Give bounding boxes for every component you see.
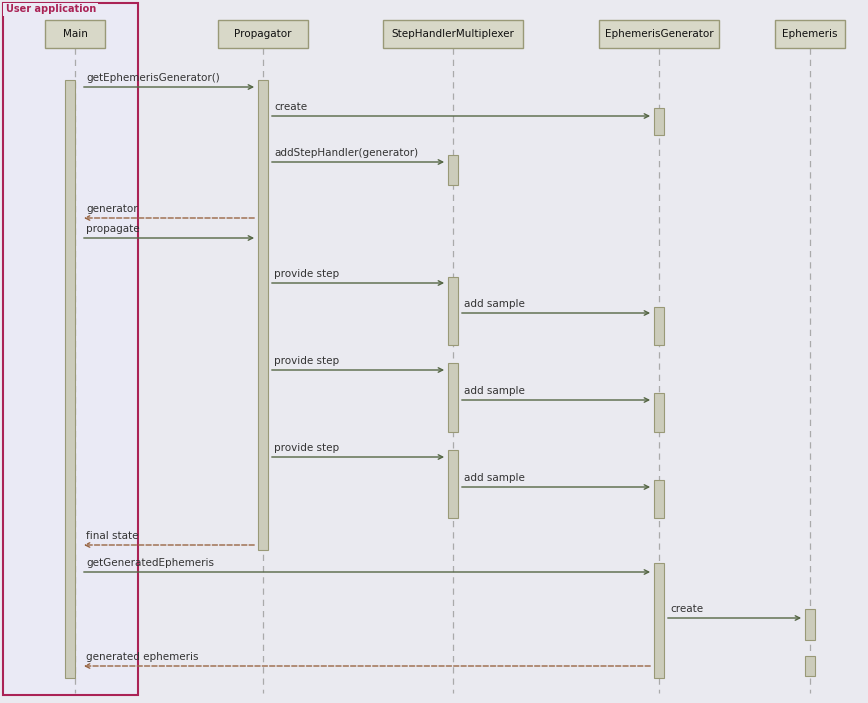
Bar: [65, 80, 75, 678]
Text: provide step: provide step: [274, 356, 339, 366]
Bar: [448, 155, 458, 185]
Text: StepHandlerMultiplexer: StepHandlerMultiplexer: [391, 29, 515, 39]
Bar: [654, 307, 664, 345]
Text: add sample: add sample: [464, 386, 525, 396]
Bar: [3, 3, 138, 695]
Bar: [805, 609, 815, 640]
Bar: [775, 20, 845, 48]
Text: generator: generator: [86, 204, 138, 214]
Bar: [599, 20, 719, 48]
Text: getEphemerisGenerator(): getEphemerisGenerator(): [86, 73, 220, 83]
Text: Propagator: Propagator: [234, 29, 292, 39]
Bar: [3, 3, 98, 16]
Bar: [448, 277, 458, 345]
Text: final state: final state: [86, 531, 139, 541]
Bar: [654, 108, 664, 135]
Text: create: create: [274, 102, 307, 112]
Bar: [654, 480, 664, 518]
Text: generated ephemeris: generated ephemeris: [86, 652, 199, 662]
Bar: [383, 20, 523, 48]
Text: Main: Main: [62, 29, 88, 39]
Text: add sample: add sample: [464, 299, 525, 309]
Text: addStepHandler(generator): addStepHandler(generator): [274, 148, 418, 158]
Text: EphemerisGenerator: EphemerisGenerator: [605, 29, 713, 39]
Bar: [805, 656, 815, 676]
Bar: [654, 393, 664, 432]
Text: provide step: provide step: [274, 269, 339, 279]
Text: User application: User application: [6, 4, 96, 14]
Text: provide step: provide step: [274, 443, 339, 453]
Text: getGeneratedEphemeris: getGeneratedEphemeris: [86, 558, 214, 568]
Bar: [45, 20, 105, 48]
Text: create: create: [670, 604, 703, 614]
Bar: [448, 450, 458, 518]
Bar: [218, 20, 308, 48]
Text: add sample: add sample: [464, 473, 525, 483]
Bar: [258, 80, 268, 550]
Text: Ephemeris: Ephemeris: [782, 29, 838, 39]
Bar: [448, 363, 458, 432]
Text: propagate: propagate: [86, 224, 140, 234]
Bar: [654, 563, 664, 678]
